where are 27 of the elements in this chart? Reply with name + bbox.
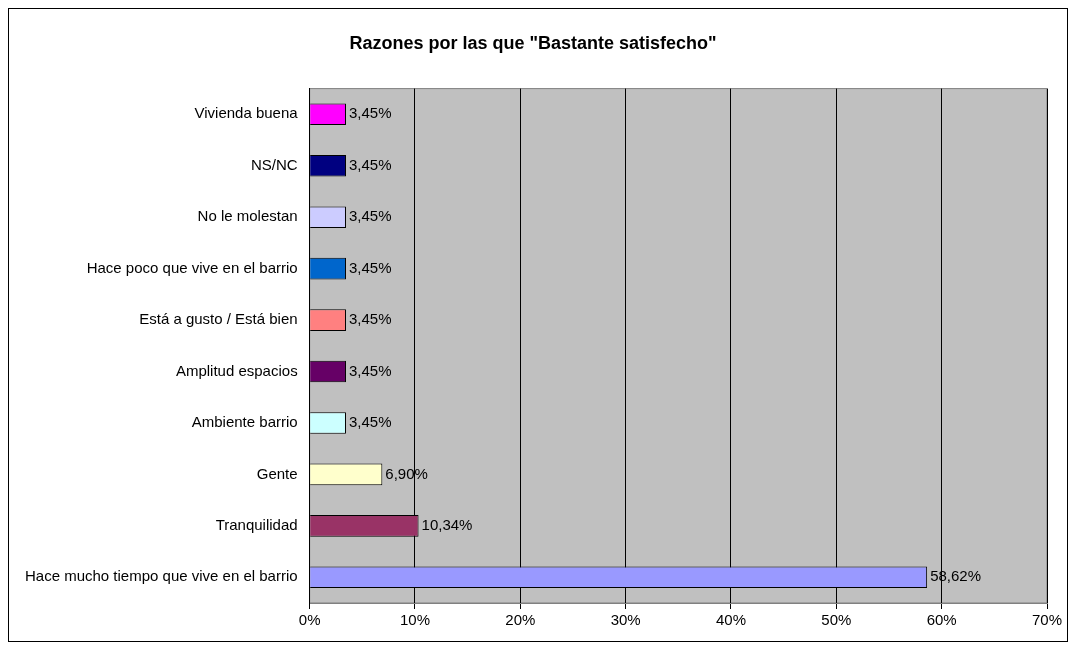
x-tick-label: 0%: [298, 611, 321, 629]
data-label: 10,34%: [421, 515, 473, 533]
y-tick-label: NS/NC: [250, 155, 298, 173]
x-tick-label: 10%: [399, 611, 430, 629]
data-label: 3,45%: [348, 310, 392, 328]
data-label: 3,45%: [348, 104, 392, 122]
data-label: 3,45%: [348, 258, 392, 276]
y-tick-label: Vivienda buena: [194, 104, 299, 122]
x-tick-label: 20%: [505, 611, 536, 629]
x-tick-label: 60%: [926, 611, 957, 629]
x-tick-label: 70%: [1031, 611, 1063, 629]
y-tick-label: Está a gusto / Está bien: [139, 310, 298, 328]
data-label: 3,45%: [348, 361, 392, 379]
y-tick-label: Hace poco que vive en el barrio: [86, 258, 298, 276]
data-label: 3,45%: [348, 413, 392, 431]
data-label: 3,45%: [348, 207, 392, 225]
x-tick-label: 50%: [821, 611, 852, 629]
chart-title: Razones por las que "Bastante satisfecho": [349, 32, 717, 53]
x-tick-label: 30%: [610, 611, 641, 629]
y-tick-label: Ambiente barrio: [191, 413, 298, 431]
y-tick-label: Tranquilidad: [215, 515, 298, 533]
y-tick-label: Hace mucho tiempo que vive en el barrio: [24, 567, 298, 585]
data-label: 3,45%: [348, 155, 392, 173]
x-tick-label: 40%: [715, 611, 747, 629]
y-tick-label: Amplitud espacios: [175, 361, 298, 379]
y-tick-label: No le molestan: [197, 207, 298, 225]
y-tick-label: Gente: [256, 464, 298, 482]
